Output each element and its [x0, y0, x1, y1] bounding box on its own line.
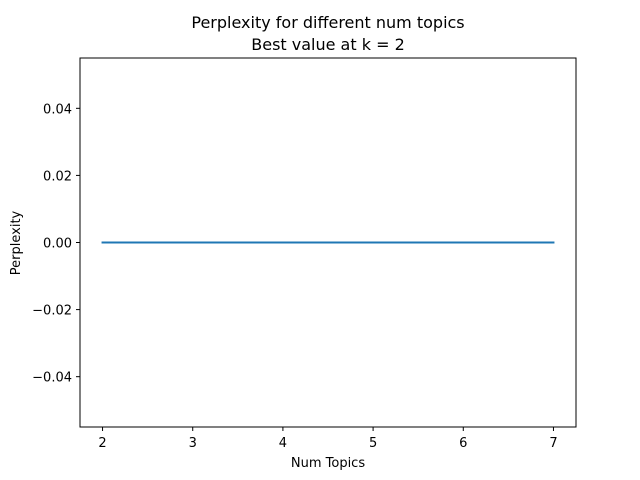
x-axis-ticks: 2 3 4 5 6 7 [98, 427, 558, 451]
y-axis-label: Perplexity [9, 210, 24, 275]
x-axis-label: Num Topics [291, 456, 365, 471]
x-tick-label: 7 [549, 436, 557, 451]
y-tick-label: 0.00 [43, 237, 72, 252]
x-tick-label: 2 [98, 436, 106, 451]
y-tick-label: 0.02 [43, 169, 72, 184]
x-tick-label: 4 [279, 436, 287, 451]
x-tick-label: 3 [189, 436, 197, 451]
plot-area [79, 57, 577, 428]
x-tick-label: 6 [459, 436, 467, 451]
chart-subtitle: Best value at k = 2 [251, 35, 405, 54]
y-axis-ticks: −0.04 −0.02 0.00 0.02 0.04 [32, 102, 80, 386]
y-tick-label: 0.04 [43, 102, 72, 117]
y-tick-label: −0.04 [32, 371, 72, 386]
y-tick-label: −0.02 [32, 304, 72, 319]
x-tick-label: 5 [369, 436, 377, 451]
chart-title: Perplexity for different num topics [191, 13, 464, 32]
